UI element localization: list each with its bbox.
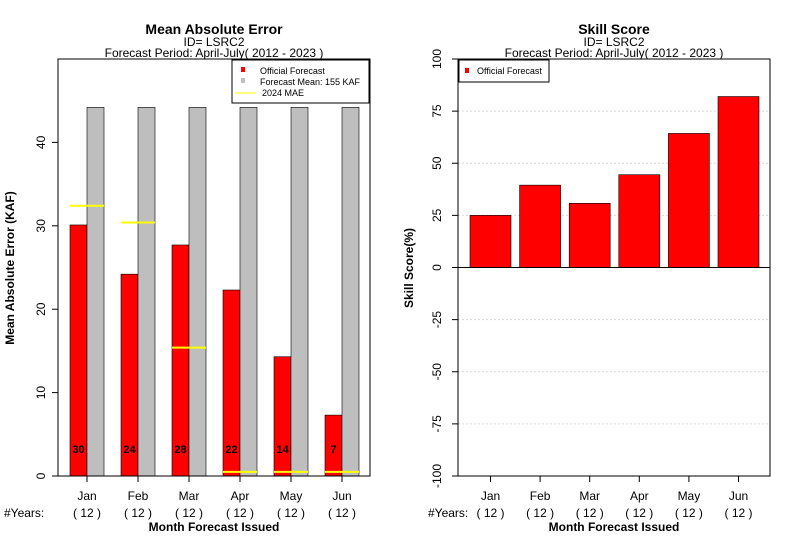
- skill-years-feb: ( 12 ): [526, 506, 554, 520]
- skill-y-axis-label: Skill Score(%): [402, 228, 416, 308]
- mae-legend: Official Forecast Forecast Mean: 155 KAF…: [231, 59, 370, 104]
- skill-x-tick-may: May: [678, 489, 701, 503]
- mae-legend-2024: 2024 MAE: [262, 88, 304, 98]
- mae-data-label-may: 14: [276, 444, 289, 456]
- mae-data-label-apr: 22: [225, 444, 237, 456]
- mae-x-axis: Jan ( 12 ) Feb ( 12 ) Mar ( 12 ) Apr ( 12 ) May (…: [73, 476, 356, 520]
- mae-data-labels: 30 24 28 22 14 7: [72, 444, 336, 456]
- skill-y-tick-0: 0: [430, 264, 444, 271]
- skill-years-prefix: #Years:: [428, 506, 468, 520]
- mae-years-mar: ( 12 ): [175, 506, 203, 520]
- skill-bars: [469, 96, 760, 268]
- mae-2024-markers: [70, 204, 359, 473]
- skill-years-jun: ( 12 ): [724, 506, 752, 520]
- skill-legend: Official Forecast: [458, 59, 550, 83]
- mae-y-tick-30: 30: [34, 219, 48, 233]
- skill-bar-feb: [519, 184, 561, 268]
- mae-years-prefix: #Years:: [4, 506, 44, 520]
- mae-y-tick-20: 20: [34, 302, 48, 316]
- mae-bar-official-mar: [171, 244, 190, 477]
- skill-legend-official: Official Forecast: [477, 66, 542, 76]
- mae-data-label-jan: 30: [72, 444, 84, 456]
- skill-bar-apr: [618, 174, 661, 268]
- mae-data-label-feb: 24: [123, 444, 136, 456]
- mae-y-tick-0: 0: [34, 472, 48, 479]
- mae-title: Mean Absolute Error: [145, 21, 283, 37]
- skill-y-tick--50: -50: [430, 363, 444, 381]
- skill-years-mar: ( 12 ): [576, 506, 604, 520]
- skill-years-jan: ( 12 ): [476, 506, 504, 520]
- skill-bar-jun: [717, 96, 760, 268]
- mae-years-apr: ( 12 ): [226, 506, 254, 520]
- mae-bar-mean-feb: [137, 107, 156, 477]
- mae-x-tick-apr: Apr: [231, 489, 250, 503]
- mae-bar-mean-jun: [341, 107, 360, 477]
- skill-y-tick-25: 25: [430, 208, 444, 222]
- mae-x-tick-jun: Jun: [332, 489, 351, 503]
- skill-y-tick-50: 50: [430, 156, 444, 170]
- skill-y-tick--75: -75: [430, 415, 444, 433]
- mae-data-label-mar: 28: [174, 444, 186, 456]
- mae-bar-mean-apr: [239, 107, 258, 477]
- mae-y-axis-label: Mean Absolute Error (KAF): [3, 191, 17, 345]
- mae-bars: [69, 107, 360, 477]
- mae-bar-official-may: [273, 356, 292, 477]
- skill-x-tick-apr: Apr: [630, 489, 649, 503]
- mae-plot-frame: [57, 58, 371, 477]
- skill-x-tick-feb: Feb: [530, 489, 551, 503]
- skill-x-tick-jan: Jan: [481, 489, 500, 503]
- mae-legend-swatch-mean: [241, 78, 245, 83]
- mae-y-tick-10: 10: [34, 386, 48, 400]
- skill-x-axis-label: Month Forecast Issued: [549, 520, 680, 534]
- mae-y-axis: 0 10 20 30 40: [34, 135, 58, 479]
- skill-bar-may: [668, 133, 710, 268]
- mae-x-axis-label: Month Forecast Issued: [149, 520, 280, 534]
- skill-y-tick-100: 100: [430, 49, 444, 69]
- mae-legend-swatch-official: [241, 67, 245, 72]
- mae-bar-mean-may: [290, 107, 309, 477]
- mae-x-tick-feb: Feb: [128, 489, 149, 503]
- skill-title: Skill Score: [578, 21, 650, 37]
- mae-x-tick-jan: Jan: [77, 489, 96, 503]
- mae-legend-official: Official Forecast: [260, 66, 325, 76]
- mae-subtitle-period: Forecast Period: April-July( 2012 - 2023…: [105, 46, 324, 60]
- mae-legend-mean: Forecast Mean: 155 KAF: [260, 77, 361, 87]
- skill-x-tick-jun: Jun: [729, 489, 748, 503]
- skill-years-apr: ( 12 ): [625, 506, 653, 520]
- skill-y-tick--25: -25: [430, 311, 444, 329]
- skill-subtitle-id: ID= LSRC2: [583, 35, 644, 49]
- mae-years-may: ( 12 ): [277, 506, 305, 520]
- mae-bar-mean-mar: [188, 107, 207, 477]
- skill-y-tick-75: 75: [430, 104, 444, 118]
- skill-years-may: ( 12 ): [675, 506, 703, 520]
- skill-legend-swatch-official: [465, 68, 469, 73]
- mae-data-label-jun: 7: [330, 444, 336, 456]
- mae-x-tick-mar: Mar: [179, 489, 200, 503]
- skill-x-axis: Jan ( 12 ) Feb ( 12 ) Mar ( 12 ) Apr ( 12 ) May (…: [476, 476, 753, 520]
- skill-chart: Skill Score ID= LSRC2 Forecast Period: A…: [402, 21, 771, 534]
- mae-y-tick-40: 40: [34, 135, 48, 149]
- skill-y-axis: -100 -75 -50 -25 0 25 50 75 100: [430, 49, 458, 488]
- skill-bar-jan: [469, 215, 512, 268]
- skill-subtitle-period: Forecast Period: April-July( 2012 - 2023…: [505, 46, 724, 60]
- skill-y-tick--100: -100: [430, 464, 444, 488]
- skill-bar-mar: [568, 202, 611, 268]
- mae-years-jun: ( 12 ): [328, 506, 356, 520]
- mae-subtitle-id: ID= LSRC2: [183, 35, 244, 49]
- mae-bar-mean-jan: [86, 107, 105, 477]
- skill-x-tick-mar: Mar: [579, 489, 600, 503]
- mae-chart: Mean Absolute Error ID= LSRC2 Forecast P…: [3, 21, 371, 534]
- mae-legend-box: [231, 59, 370, 104]
- mae-x-tick-may: May: [280, 489, 303, 503]
- mae-years-jan: ( 12 ): [73, 506, 101, 520]
- skill-legend-box: [458, 59, 550, 83]
- mae-bar-official-jan: [69, 224, 88, 477]
- mae-years-feb: ( 12 ): [124, 506, 152, 520]
